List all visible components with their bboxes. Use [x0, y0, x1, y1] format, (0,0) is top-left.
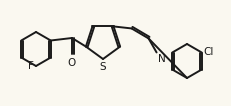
Text: S: S [99, 62, 106, 72]
Text: Cl: Cl [203, 47, 213, 57]
Text: O: O [68, 58, 76, 68]
Text: F: F [28, 61, 34, 71]
Text: N: N [157, 54, 165, 64]
